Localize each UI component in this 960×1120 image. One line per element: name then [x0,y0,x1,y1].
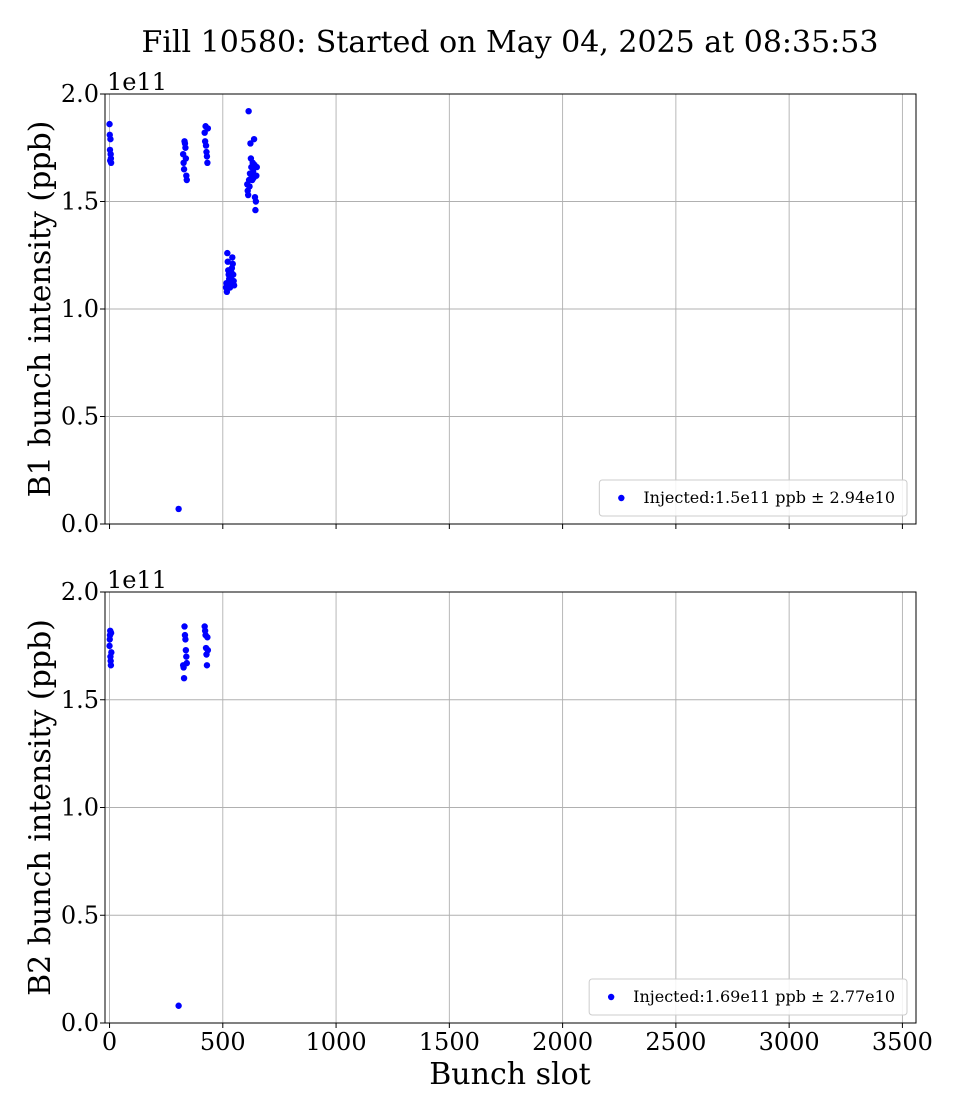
panel-2-y-tick-label: 0.0 [61,1009,99,1037]
panel-1-data-point [107,135,114,143]
panel-2-data-point [183,659,190,667]
panel-2-data-point [175,1002,182,1009]
panel-1-y-offset-text: 1e11 [107,68,167,96]
panel-2-legend-marker [607,993,615,1001]
panel-1-data-point [230,282,238,289]
panel-1-data-point [202,142,210,149]
panel-1-y-tick-label: 1.0 [61,295,99,323]
panel-1-data-point [107,159,115,166]
panel-1-data-point [180,166,188,173]
x-tick-label: 3000 [759,1028,820,1056]
panel-2-data-point [108,649,115,656]
panel-1-data-point [106,120,113,128]
x-tick-label: 0 [102,1028,117,1056]
panel-1-data-point [247,140,254,147]
x-axis-label: Bunch slot [429,1057,590,1092]
panel-1-data-point [183,176,190,184]
x-tick-label: 2500 [645,1028,706,1056]
panel-2-y-offset-text: 1e11 [107,566,167,594]
panel-1-data-point [204,125,212,132]
panel-1-y-axis-label: B1 bunch intensity (ppb) [23,121,58,498]
b1-intensity-panel: 0.0 0.5 1.0 1.5 2.0 1e11 B1 bunch intensity (p… [23,68,917,538]
panel-1-legend: Injected:1.5e11 ppb ± 2.94e10 [598,479,908,517]
x-tick-label: 2000 [532,1028,593,1056]
b2-intensity-panel: 0 500 1000 1500 2000 2500 3000 3500 0.0 0.5 1.0 1.5… [23,566,933,1056]
panel-2-data-point [107,662,115,669]
panel-2-y-tick-label: 1.5 [61,686,99,714]
x-tick-label: 500 [200,1028,246,1056]
panel-1-y-tick-label: 0.0 [61,510,99,538]
panel-1-data-point [252,198,260,205]
panel-1-data-point [224,249,231,257]
panel-1-data-point [244,191,252,199]
panel-1-data-point [182,144,189,151]
panel-1-data-point [182,155,190,162]
x-tick-label: 3500 [872,1028,933,1056]
panel-1-data-point [224,258,231,265]
panel-2-data-point [182,636,189,643]
panel-1-data-point [230,271,237,278]
panel-2-data-point [204,634,211,641]
chart-title: Fill 10580: Started on May 04, 2025 at 0… [142,25,879,60]
panel-2-data-point [106,642,113,650]
panel-2-y-axis-label: B2 bunch intensity (ppb) [23,619,58,996]
panel-2-legend: Injected:1.69e11 ppb ± 2.77e10 [588,978,908,1016]
panel-2-data-point [183,653,190,660]
panel-1-data-point [203,153,211,160]
panel-1-data-point [252,206,259,214]
panel-2-data-point [181,623,188,630]
panel-1-data-point [229,254,236,261]
x-tick-label: 1000 [306,1028,367,1056]
panel-2-data-point [182,646,190,654]
panel-1-y-tick-label: 0.5 [61,403,99,431]
panel-1-data-point [229,260,236,268]
panel-2-legend-label: Injected:1.69e11 ppb ± 2.77e10 [633,987,895,1006]
panel-1-data-point [245,108,252,115]
x-tick-label: 1500 [419,1028,480,1056]
panel-1-y-tick-label: 1.5 [61,188,99,216]
panel-1-data-point [175,505,182,513]
panel-2-y-tick-label: 1.0 [61,794,99,822]
panel-2-data-point [180,675,188,682]
panel-2-y-tick-label: 2.0 [61,578,99,606]
panel-1-legend-marker [618,494,625,502]
panel-2-data-point [203,662,211,669]
panel-1-legend-box [598,479,908,517]
panel-1-data-point [253,172,260,179]
panel-1-data-point [204,159,211,166]
panel-1-data-point [246,183,253,190]
panel-1-data-point [250,135,258,143]
panel-2-y-tick-label: 0.5 [61,901,99,929]
panel-2-legend-box [588,978,908,1016]
panel-2-data-point [107,629,115,637]
panel-2-data-point [204,646,212,654]
panel-1-y-tick-label: 2.0 [61,80,99,108]
panel-1-data-point [253,163,260,171]
panel-1-legend-label: Injected:1.5e11 ppb ± 2.94e10 [643,488,895,507]
